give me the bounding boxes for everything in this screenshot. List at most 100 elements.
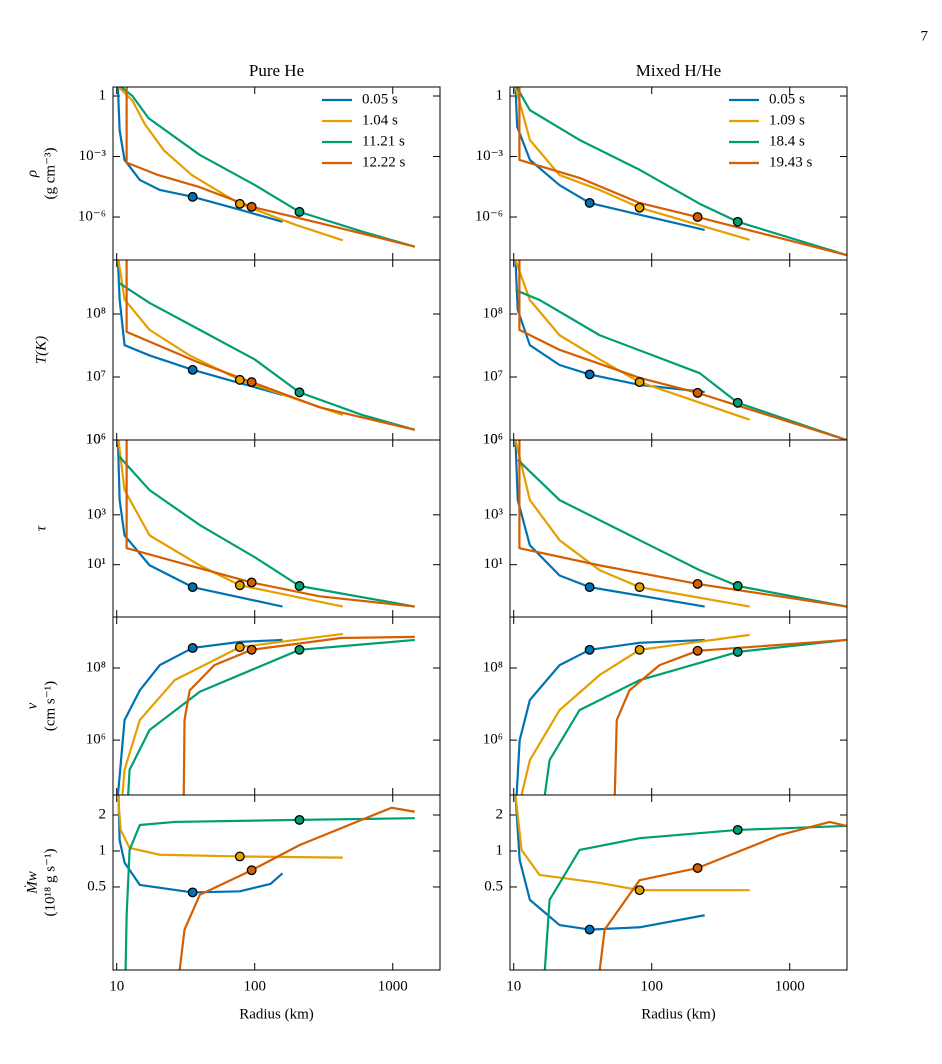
series-line <box>125 87 416 248</box>
panel: 10⁸ 10⁶ <box>483 616 848 796</box>
photosphere-marker <box>692 645 703 656</box>
axes-frame <box>509 439 848 618</box>
axes-frame <box>112 259 441 441</box>
y-tick-label: 10⁶ <box>483 732 503 748</box>
series-line <box>518 260 847 440</box>
photosphere-marker <box>246 201 257 212</box>
y-tick-label: 10¹ <box>484 556 504 572</box>
photosphere-marker <box>234 580 245 591</box>
plot-area <box>515 633 847 795</box>
series-line <box>543 824 847 970</box>
plot-area <box>514 87 847 257</box>
y-axis-label: (cm s⁻¹) <box>42 681 58 731</box>
photosphere-marker <box>294 581 305 591</box>
series-line <box>613 638 847 795</box>
photosphere-marker <box>584 924 595 935</box>
photosphere-marker <box>234 851 245 862</box>
photosphere-marker <box>246 644 257 655</box>
y-axis-label: (10¹⁸ g s⁻¹) <box>42 849 58 917</box>
axes-frame <box>112 616 441 796</box>
series-line <box>116 795 343 859</box>
panel: Radius (km) 0.5 1 2 10 100 1000 <box>484 794 848 1022</box>
y-tick-label: 10⁷ <box>86 368 106 384</box>
x-tick-label: 10 <box>506 978 521 994</box>
panel: Ṁw (10¹⁸ g s⁻¹) Radius (km) 0.5 1 2 10 100 1000 <box>24 794 441 1022</box>
series-line <box>121 632 343 795</box>
photosphere-marker <box>187 887 198 898</box>
photosphere-marker <box>692 387 703 398</box>
series-line <box>120 87 416 248</box>
series-line <box>116 87 283 223</box>
y-tick-label: 10¹ <box>87 556 107 572</box>
legend-label: 18.4 s <box>769 133 805 149</box>
photosphere-marker <box>634 377 645 388</box>
photosphere-marker <box>732 397 743 408</box>
x-tick-label: 100 <box>640 978 663 994</box>
series-line <box>125 440 415 608</box>
series-line <box>518 440 847 608</box>
plot-area <box>514 440 847 608</box>
photosphere-marker <box>692 212 703 222</box>
photosphere-marker <box>732 216 743 227</box>
x-tick-label: 10 <box>109 978 124 994</box>
y-axis-label: Ṁw <box>24 871 40 895</box>
panel: Mixed H/He 1 10⁻³ 10⁻⁶ 0.05 s 1.09 s 18.4 s 19.… <box>475 61 848 261</box>
y-axis-label: T(K) <box>33 336 49 364</box>
photosphere-marker <box>246 377 257 388</box>
series-line <box>182 635 415 795</box>
y-axis-label: v <box>24 702 40 709</box>
y-tick-label: 1 <box>496 842 504 858</box>
plot-area <box>514 795 847 970</box>
y-tick-label: 1 <box>99 842 107 858</box>
column-title: Pure He <box>249 61 304 80</box>
legend-label: 0.05 s <box>362 91 398 107</box>
photosphere-marker <box>187 364 198 375</box>
series-line <box>515 638 705 795</box>
series-line <box>514 440 750 608</box>
panel: 10⁸ 10⁷ 10⁶ <box>483 259 848 447</box>
photosphere-marker <box>187 191 198 202</box>
legend-label: 0.05 s <box>769 91 805 107</box>
series-line <box>543 638 847 795</box>
legend-label: 19.43 s <box>769 154 813 170</box>
photosphere-marker <box>732 646 743 657</box>
y-tick-label: 0.5 <box>87 878 106 894</box>
photosphere-marker <box>634 202 645 213</box>
panel: 10⁶ 10³ 10¹ <box>483 431 848 618</box>
series-line <box>117 454 415 608</box>
photosphere-marker <box>294 387 305 398</box>
y-tick-label: 10³ <box>87 506 107 522</box>
column-title: Mixed H/He <box>636 61 721 80</box>
x-tick-label: 100 <box>243 978 266 994</box>
page-number: 7 <box>921 28 929 44</box>
photosphere-marker <box>234 642 245 653</box>
x-tick-label: 1000 <box>775 978 805 994</box>
series-line <box>124 817 415 970</box>
y-tick-label: 10³ <box>484 506 504 522</box>
plot-area <box>116 632 415 795</box>
photosphere-marker <box>234 374 245 385</box>
series-line <box>117 281 416 431</box>
photosphere-marker <box>692 578 703 589</box>
legend-label: 11.21 s <box>362 133 405 149</box>
y-tick-label: 10⁶ <box>86 431 106 447</box>
series-line <box>514 440 705 608</box>
plot-area <box>116 795 415 970</box>
photosphere-marker <box>634 644 645 655</box>
y-tick-label: 10⁻⁶ <box>78 208 106 224</box>
photosphere-marker <box>187 643 198 653</box>
y-tick-label: 10⁻⁶ <box>475 208 503 224</box>
y-axis-label: ρ <box>24 170 40 178</box>
photosphere-marker <box>246 865 257 876</box>
plot-area <box>116 260 416 431</box>
legend-label: 1.04 s <box>362 112 398 128</box>
photosphere-marker <box>584 582 595 593</box>
y-tick-label: 10⁷ <box>483 368 503 384</box>
series-line <box>516 459 847 608</box>
photosphere-marker <box>732 581 743 591</box>
series-line <box>514 87 705 231</box>
y-tick-label: 10⁸ <box>86 659 106 675</box>
photosphere-marker <box>634 885 645 896</box>
photosphere-marker <box>584 644 595 655</box>
